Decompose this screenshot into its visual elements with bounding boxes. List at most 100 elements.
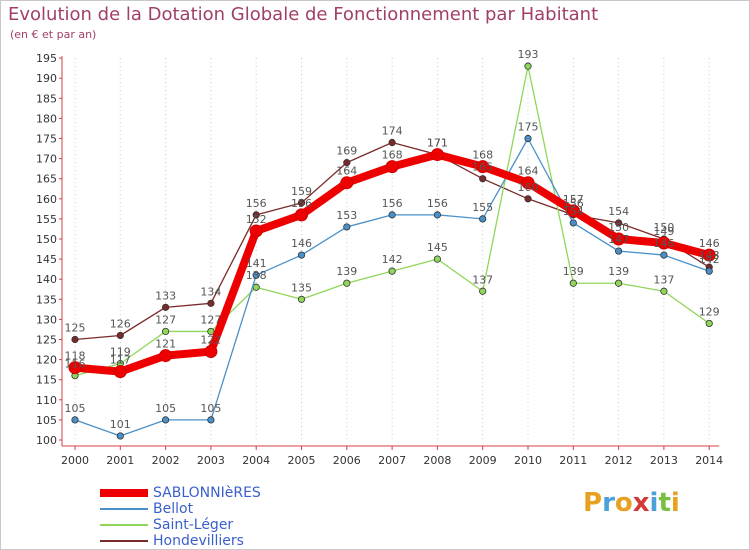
chart-title: Evolution de la Dotation Globale de Fonc… <box>8 4 599 25</box>
legend-label: Bellot <box>153 501 194 517</box>
data-label: 156 <box>563 197 584 210</box>
y-tick-label: 155 <box>36 213 57 226</box>
legend-swatch <box>100 524 148 526</box>
legend-label: Saint-Léger <box>153 517 234 533</box>
data-label: 126 <box>110 317 131 330</box>
y-tick-label: 110 <box>36 394 57 407</box>
data-label: 139 <box>336 265 357 278</box>
legend-label: SABLONNIèRES <box>153 485 261 501</box>
data-label: 156 <box>246 197 267 210</box>
data-label: 171 <box>427 137 448 150</box>
data-point <box>343 279 351 287</box>
data-label: 139 <box>608 265 629 278</box>
data-label: 105 <box>65 402 86 415</box>
data-label: 171 <box>427 137 448 150</box>
data-label: 117 <box>110 354 131 367</box>
data-label: 133 <box>155 289 176 302</box>
data-point <box>705 319 713 328</box>
data-label: 142 <box>699 253 720 266</box>
data-label: 164 <box>336 165 357 178</box>
data-point <box>657 236 671 250</box>
x-tick-label: 2011 <box>559 454 587 467</box>
data-point <box>388 211 396 219</box>
data-label: 141 <box>246 257 267 270</box>
x-tick-label: 2009 <box>469 454 497 467</box>
logo-letter: o <box>614 488 633 518</box>
data-point <box>68 361 82 375</box>
y-tick-label: 120 <box>36 354 57 367</box>
data-label: 165 <box>472 161 493 174</box>
data-label: 116 <box>65 358 86 371</box>
data-point <box>162 303 170 311</box>
data-point <box>614 279 623 287</box>
data-point <box>252 271 260 279</box>
data-point <box>479 287 487 295</box>
y-tick-label: 125 <box>36 334 57 347</box>
data-label: 150 <box>608 221 629 234</box>
data-point <box>207 299 215 307</box>
y-tick-label: 130 <box>36 313 57 326</box>
data-point <box>297 199 306 207</box>
data-label: 160 <box>518 181 539 194</box>
data-point <box>252 211 260 219</box>
data-label: 101 <box>110 418 131 431</box>
y-tick-label: 100 <box>36 434 57 447</box>
data-point <box>71 335 79 344</box>
logo-letter: t <box>658 488 671 518</box>
y-tick-label: 170 <box>36 153 57 166</box>
data-label: 156 <box>382 197 403 210</box>
data-label: 139 <box>563 265 584 278</box>
data-point <box>343 159 351 167</box>
data-point <box>705 267 713 275</box>
data-label: 129 <box>699 305 720 318</box>
data-label: 146 <box>291 237 312 250</box>
data-point <box>524 62 532 70</box>
x-tick-label: 2002 <box>152 454 180 467</box>
data-point <box>162 416 170 424</box>
legend-swatch <box>100 489 148 497</box>
data-label: 105 <box>200 402 221 415</box>
data-label: 156 <box>291 197 312 210</box>
data-point <box>207 327 215 336</box>
data-label: 153 <box>336 209 357 222</box>
data-label: 175 <box>518 121 539 134</box>
x-tick-label: 2013 <box>650 454 678 467</box>
data-point <box>71 416 79 424</box>
data-point <box>433 211 441 219</box>
x-tick-label: 2004 <box>242 454 270 467</box>
data-label: 135 <box>291 281 312 294</box>
data-point <box>343 223 351 231</box>
y-tick-label: 105 <box>36 414 57 427</box>
data-label: 121 <box>155 338 176 351</box>
y-tick-label: 145 <box>36 253 57 266</box>
x-tick-label: 2007 <box>378 454 406 467</box>
data-point <box>660 287 668 295</box>
data-point <box>388 267 396 275</box>
data-label: 146 <box>699 237 720 250</box>
data-point <box>569 219 577 227</box>
data-label: 154 <box>563 205 584 218</box>
data-label: 149 <box>653 225 674 238</box>
data-point <box>297 251 306 259</box>
y-tick-label: 190 <box>36 72 57 85</box>
data-label: 168 <box>382 149 403 162</box>
data-label: 159 <box>291 185 312 198</box>
chart-subtitle: (en € et par an) <box>10 28 97 41</box>
x-tick-label: 2006 <box>333 454 361 467</box>
y-tick-label: 195 <box>36 52 57 65</box>
data-point <box>116 432 124 440</box>
x-tick-label: 2014 <box>695 454 723 467</box>
data-point <box>433 255 441 263</box>
data-point <box>204 345 218 359</box>
data-point <box>612 232 626 246</box>
data-label: 142 <box>382 253 403 266</box>
logo-letter: i <box>649 488 659 518</box>
data-label: 127 <box>200 313 221 326</box>
legend-swatch <box>100 540 148 542</box>
data-label: 125 <box>65 322 86 335</box>
data-point <box>569 279 577 287</box>
y-tick-label: 185 <box>36 92 57 105</box>
data-label: 127 <box>155 313 176 326</box>
